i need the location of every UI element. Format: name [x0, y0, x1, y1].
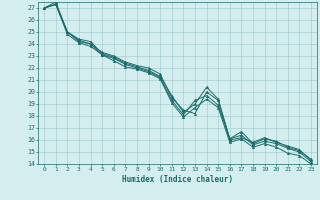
- X-axis label: Humidex (Indice chaleur): Humidex (Indice chaleur): [122, 175, 233, 184]
